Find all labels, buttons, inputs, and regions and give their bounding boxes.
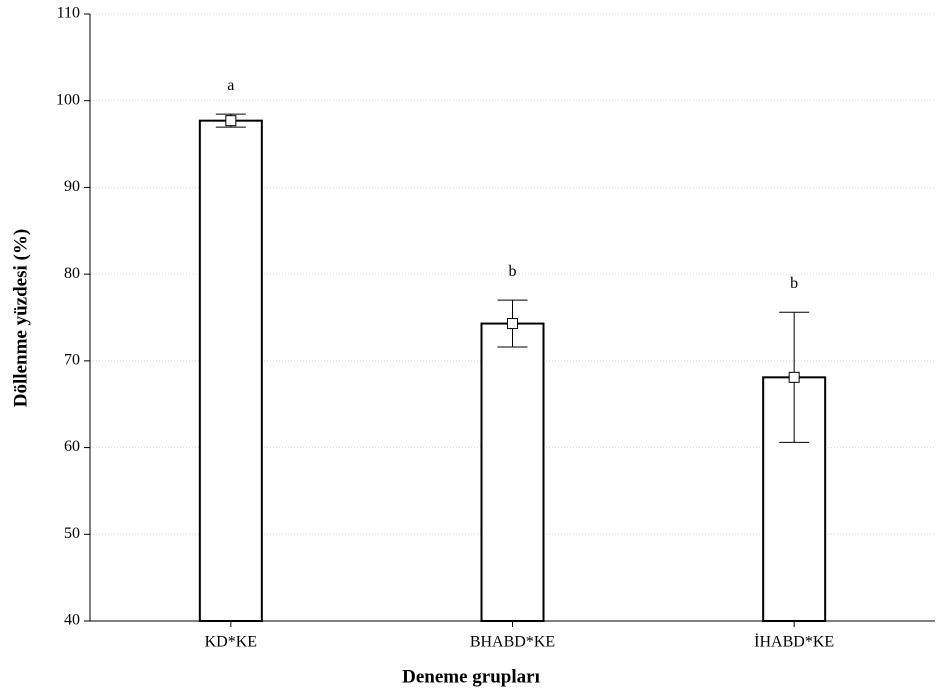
y-tick-label: 80 xyxy=(64,265,80,282)
annotation: b xyxy=(790,275,798,292)
y-tick-label: 70 xyxy=(64,352,80,369)
y-tick-label: 100 xyxy=(56,91,80,108)
mean-marker xyxy=(507,318,518,330)
annotation: b xyxy=(509,263,517,280)
y-tick-label: 40 xyxy=(64,612,80,629)
x-tick-label: KD*KE xyxy=(205,634,257,651)
bar xyxy=(198,119,263,622)
x-tick-label: BHABD*KE xyxy=(470,634,555,651)
x-tick-label: İHABD*KE xyxy=(754,633,834,651)
y-tick-label: 60 xyxy=(64,438,80,455)
y-tick-label: 50 xyxy=(64,525,80,542)
y-tick-label: 90 xyxy=(64,178,80,195)
mean-marker xyxy=(225,115,237,127)
bar xyxy=(480,322,545,622)
annotation: a xyxy=(227,77,234,94)
x-axis-title: Deneme grupları xyxy=(402,666,540,687)
mean-marker xyxy=(788,371,800,383)
y-axis-title: Döllenme yüzdesi (%) xyxy=(10,229,31,407)
y-tick-label: 110 xyxy=(57,5,80,22)
